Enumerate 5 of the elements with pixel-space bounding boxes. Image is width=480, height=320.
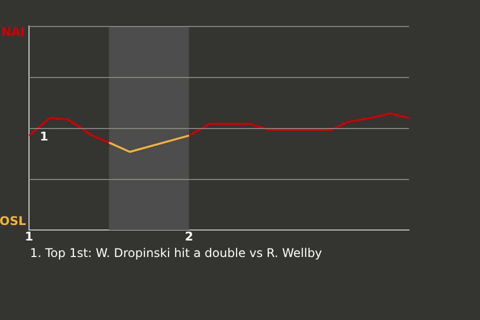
x-tick-label: 2 <box>184 229 194 244</box>
text: OSL <box>0 214 26 228</box>
text: NAI <box>1 25 25 40</box>
annotation: 1 <box>40 130 48 144</box>
text: 1. Top 1st: W. Dropinski hit a double vs R. Wellby <box>30 246 322 260</box>
